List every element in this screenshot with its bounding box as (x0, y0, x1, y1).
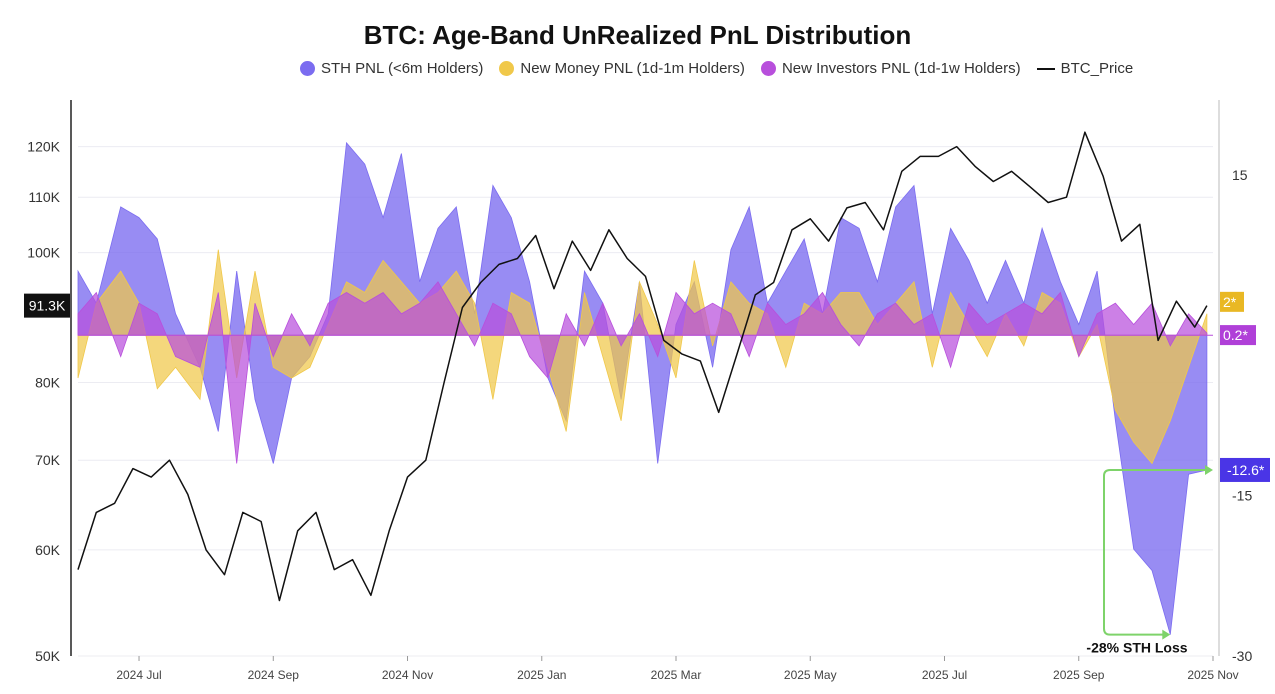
sth-badge-label: -12.6* (1227, 462, 1265, 478)
newinv-badge-label: 0.2* (1223, 327, 1248, 343)
newinv-badge-bg (1220, 325, 1256, 346)
newmoney-badge-bg (1220, 291, 1244, 312)
legend: STH PNL (<6m Holders) New Money PNL (1d-… (300, 60, 1133, 77)
price-series (77, 131, 1208, 602)
legend-item-sth[interactable]: STH PNL (<6m Holders) (300, 60, 483, 77)
x-tick-label: 2025 Jan (517, 668, 566, 682)
y-right-tick-label: -30 (1232, 648, 1252, 664)
value-badges: 91.3K 2* 0.2* -12.6* (24, 291, 1270, 482)
y-left-tick-label: 50K (35, 648, 61, 664)
legend-newinv-dot-icon (760, 61, 776, 76)
x-tick-label: 2024 Sep (248, 668, 300, 682)
x-tick-label: 2025 Sep (1053, 668, 1105, 682)
x-tick-label: 2025 Jul (922, 668, 967, 682)
annotation-arrow-bottom-icon (1162, 629, 1171, 640)
legend-item-price[interactable]: BTC_Price (1036, 60, 1134, 77)
chart-title: BTC: Age-Band UnRealized PnL Distributio… (363, 20, 912, 50)
legend-newinv-label: New Investors PNL (1d-1w Holders) (781, 60, 1021, 77)
y-left-tick-label: 120K (27, 139, 60, 155)
y-left-tick-label: 80K (35, 375, 61, 391)
axes: 120K 110K 100K 80K 70K 60K 50K 15 -15 -30 2024 Jul… (27, 100, 1252, 682)
legend-sth-label: STH PNL (<6m Holders) (321, 60, 484, 77)
price-badge-bg (24, 293, 70, 318)
x-tick-label: 2025 May (784, 668, 837, 682)
y-right-tick-label: 15 (1232, 167, 1248, 183)
btc-price-line (77, 131, 1208, 602)
y-left-tick-label: 70K (35, 452, 61, 468)
y-left-tick-label: 60K (35, 542, 61, 558)
sth-area (77, 141, 1208, 635)
x-tick-label: 2024 Jul (116, 668, 161, 682)
legend-newmoney-dot-icon (499, 61, 515, 76)
area-series (77, 141, 1213, 635)
annotation-bracket (1103, 469, 1205, 636)
x-tick-label: 2025 Nov (1187, 668, 1238, 682)
y-right-tick-label: -15 (1232, 488, 1252, 504)
newinv-area (77, 281, 1208, 464)
annotation: -28% STH Loss (1086, 465, 1213, 656)
price-badge-label: 91.3K (29, 298, 66, 314)
x-tick-label: 2025 Mar (651, 668, 702, 682)
legend-price-label: BTC_Price (1060, 60, 1134, 77)
legend-item-newmoney[interactable]: New Money PNL (1d-1m Holders) (499, 60, 745, 77)
x-tick-label: 2024 Nov (382, 668, 433, 682)
y-left-tick-label: 110K (28, 189, 60, 205)
newmoney-badge-label: 2* (1223, 294, 1237, 310)
annotation-label: -28% STH Loss (1086, 640, 1187, 656)
y-left-tick-label: 100K (27, 245, 60, 261)
legend-item-newinv[interactable]: New Investors PNL (1d-1w Holders) (760, 60, 1021, 77)
legend-newmoney-label: New Money PNL (1d-1m Holders) (520, 60, 745, 77)
annotation-arrow-top-icon (1205, 465, 1213, 475)
legend-sth-dot-icon (300, 61, 315, 76)
sth-badge-bg (1220, 457, 1270, 482)
legend-price-line-icon (1036, 67, 1055, 70)
grid (78, 146, 1213, 657)
